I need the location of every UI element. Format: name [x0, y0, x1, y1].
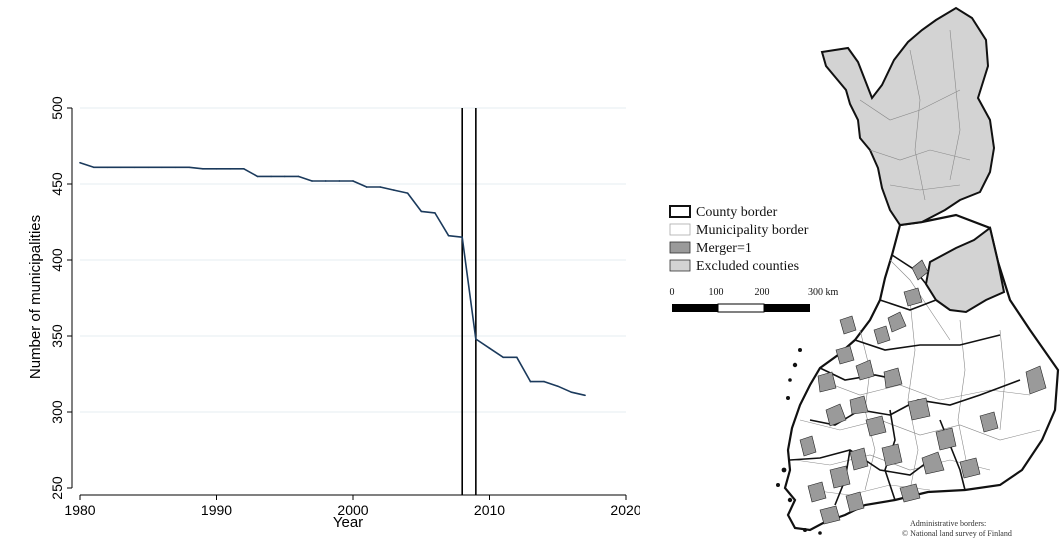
y-tick-label: 450: [49, 172, 65, 196]
data-point: [215, 168, 218, 170]
data-point: [529, 380, 532, 383]
municipality-borders: [794, 29, 1041, 496]
data-point: [79, 161, 81, 164]
data-point: [92, 166, 95, 169]
scale-segment-3: [764, 304, 810, 312]
scale-bar: 0 100 200 300 km: [670, 287, 839, 313]
data-point: [461, 236, 464, 238]
y-tick-label: 250: [49, 476, 65, 500]
legend-label-merger: Merger=1: [696, 241, 752, 256]
data-point: [324, 180, 327, 182]
data-point: [188, 166, 190, 169]
scale-segment-2: [717, 303, 765, 313]
scale-label-0: 0: [670, 287, 675, 298]
x-tick-label: 2020: [610, 502, 640, 518]
line-chart: 250 300 350 400 450 500 1980 1990 2000 2010 2020 Y…: [27, 96, 642, 531]
county-swatch: [669, 205, 691, 218]
data-point: [352, 180, 354, 182]
x-tick-label: 2000: [337, 502, 368, 518]
data-point: [202, 168, 204, 170]
credit-line-1: Administrative borders:: [910, 519, 986, 528]
series-line-municipalities: [79, 161, 586, 397]
x-tick-label: 1980: [64, 502, 95, 518]
legend-label-excluded: Excluded counties: [696, 259, 799, 274]
credit-line-2: © National land survey of Finland: [902, 529, 1012, 538]
y-tick-label: 400: [49, 248, 65, 272]
data-point: [174, 166, 177, 169]
data-point: [584, 394, 586, 397]
map-legend: County border Municipality border Merger…: [669, 205, 809, 274]
data-point: [406, 192, 409, 194]
data-point: [147, 166, 150, 169]
scale-segment-1: [672, 304, 718, 312]
data-point: [283, 175, 286, 178]
data-point: [243, 168, 245, 170]
data-point: [570, 391, 573, 394]
data-point: [434, 212, 436, 214]
coastal-islands: [776, 348, 822, 535]
axes: 250 300 350 400 450 500 1980 1990 2000 2010 2020: [49, 96, 642, 518]
data-point: [120, 166, 122, 169]
scale-label-300: 300 km: [808, 287, 839, 298]
y-tick-label: 500: [49, 96, 65, 120]
data-point: [420, 210, 423, 213]
merger-swatch: [669, 241, 691, 254]
data-point: [270, 175, 272, 178]
y-axis-label: Number of municipalities: [27, 215, 44, 379]
data-point: [106, 166, 109, 169]
legend-label-county: County border: [696, 205, 778, 220]
x-axis-label: Year: [333, 514, 363, 531]
y-tick-label: 300: [49, 400, 65, 424]
finland-map-panel: County border Municipality border Merger…: [660, 0, 1061, 549]
data-point: [516, 356, 518, 359]
data-point: [133, 166, 136, 169]
data-point: [502, 356, 504, 359]
legend-item-excluded: Excluded counties: [669, 259, 799, 274]
data-point: [393, 189, 395, 191]
data-point: [447, 234, 450, 237]
finland-map: [776, 6, 1060, 535]
legend-label-municipality: Municipality border: [696, 223, 809, 238]
data-point: [229, 168, 231, 170]
chart-svg: 250 300 350 400 450 500 1980 1990 2000 2010 2020 Y…: [27, 96, 642, 531]
data-point: [311, 180, 313, 182]
scale-label-100: 100: [709, 287, 724, 298]
municipality-swatch: [669, 223, 691, 236]
x-tick-label: 1990: [201, 502, 232, 518]
scale-label-200: 200: [755, 287, 770, 298]
merger-municipalities: [799, 259, 1047, 525]
data-point: [556, 385, 559, 387]
data-point: [379, 186, 382, 188]
vertical-reference-lines: [461, 108, 477, 495]
data-point: [365, 186, 368, 188]
x-tick-label: 2010: [474, 502, 505, 518]
map-svg: County border Municipality border Merger…: [669, 6, 1060, 538]
series-layer: [79, 161, 586, 397]
grid-lines: [80, 107, 626, 413]
y-tick-label: 350: [49, 324, 65, 348]
data-point: [338, 180, 341, 182]
kainuu-excluded: [924, 226, 1006, 314]
data-point: [297, 175, 300, 178]
data-point: [256, 175, 259, 178]
data-point: [543, 380, 545, 383]
data-point: [161, 166, 163, 169]
legend-item-county: County border: [669, 205, 778, 220]
data-point: [488, 347, 491, 349]
legend-item-municipality: Municipality border: [669, 223, 809, 238]
lapland-excluded: [820, 6, 996, 227]
legend-item-merger: Merger=1: [669, 241, 752, 256]
excluded-swatch: [669, 259, 691, 272]
data-point: [475, 338, 477, 340]
